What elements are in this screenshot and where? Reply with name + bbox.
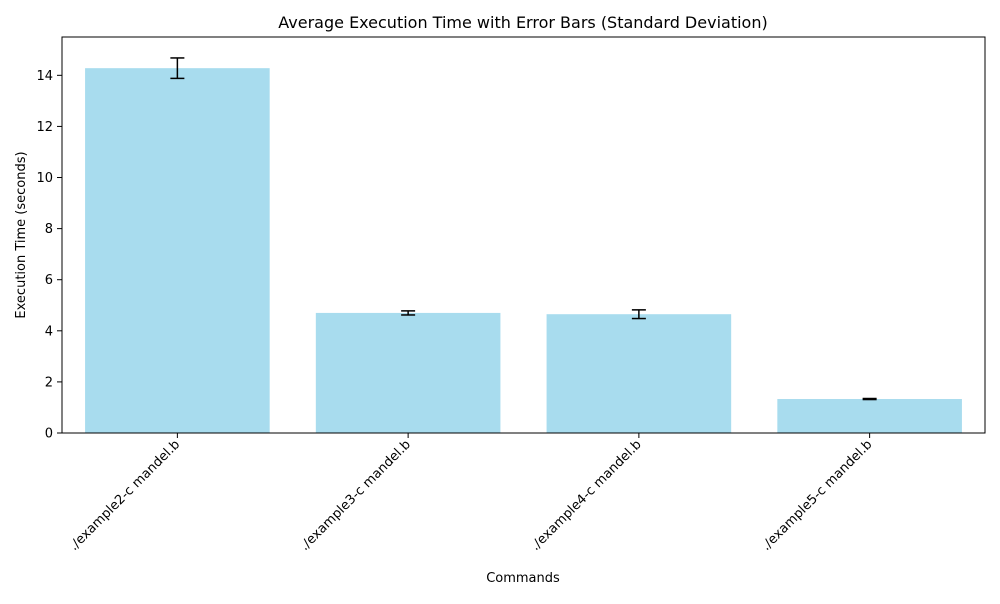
y-tick-label: 8: [45, 222, 53, 237]
y-axis-label: Execution Time (seconds): [14, 151, 29, 318]
y-tick-label: 4: [45, 324, 53, 339]
bar-4: [777, 399, 962, 433]
x-axis-label: Commands: [486, 571, 560, 586]
y-tick-label: 12: [36, 120, 53, 135]
y-tick-label: 2: [45, 375, 53, 390]
x-tick-label: ./example4-c mandel.b: [528, 437, 645, 554]
x-tick-label: ./example3-c mandel.b: [297, 437, 414, 554]
plot-frame: [61, 36, 986, 434]
x-tick-label: ./example2-c mandel.b: [67, 437, 184, 554]
bar-2: [315, 312, 501, 433]
chart-title: Average Execution Time with Error Bars (…: [278, 13, 767, 32]
y-tick-label: 14: [36, 69, 53, 84]
y-tick-label: 6: [45, 273, 53, 288]
y-tick-label: 0: [45, 427, 53, 442]
x-tick-label: ./example5-c mandel.b: [759, 437, 876, 554]
bar-1: [85, 68, 270, 433]
bar-3: [546, 314, 732, 433]
y-tick-label: 10: [36, 171, 53, 186]
